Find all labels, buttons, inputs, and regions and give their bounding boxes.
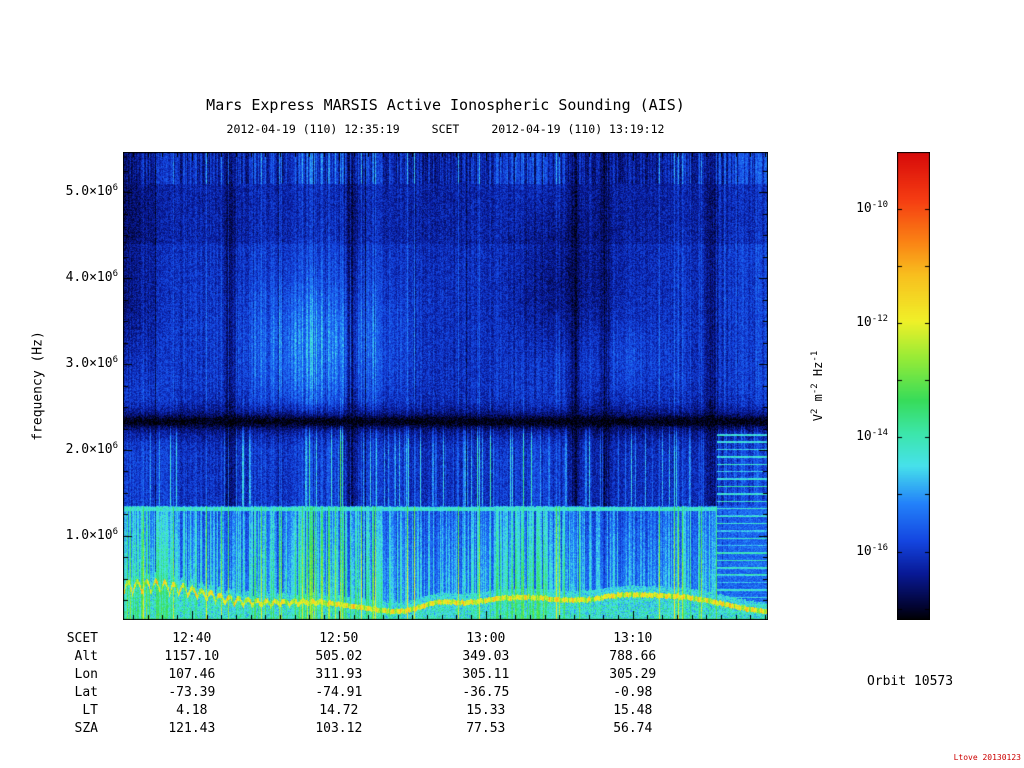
y-tick-label: 3.0×106 <box>65 355 118 372</box>
ephemeris-row-label-lon: Lon <box>74 667 98 682</box>
ephemeris-cell: 13:00 <box>466 631 506 646</box>
colorbar-axis-label: V2 m-2 Hz-1 <box>810 350 825 422</box>
ephemeris-cell: 15.48 <box>613 703 653 718</box>
ephemeris-cell: 311.93 <box>315 667 363 682</box>
ephemeris-cell: -36.75 <box>462 685 510 700</box>
colorbar-tick-label: 10-14 <box>856 428 888 445</box>
y-tick-label: 1.0×106 <box>65 526 118 543</box>
ephemeris-row-label-sza: SZA <box>74 721 98 736</box>
colorbar-tick-label: 10-16 <box>856 542 888 559</box>
ephemeris-cell: 77.53 <box>466 721 506 736</box>
orbit-label: Orbit 10573 <box>866 674 954 689</box>
ephemeris-cell: 15.33 <box>466 703 506 718</box>
ephemeris-cell: -74.91 <box>315 685 363 700</box>
ephemeris-row-label-alt: Alt <box>74 649 98 664</box>
ephemeris-cell: 4.18 <box>176 703 208 718</box>
ephemeris-cell: 12:40 <box>172 631 212 646</box>
ephemeris-cell: 349.03 <box>462 649 510 664</box>
scet-start-timestamp: 2012-04-19 (110) 12:35:19 <box>226 122 400 136</box>
ephemeris-cell: 56.74 <box>613 721 653 736</box>
colorbar-tick-label: 10-10 <box>856 200 888 217</box>
colorbar-canvas <box>897 152 930 620</box>
y-tick-label: 2.0×106 <box>65 440 118 457</box>
spectrogram-canvas <box>123 152 768 620</box>
scet-end-timestamp: 2012-04-19 (110) 13:19:12 <box>491 122 665 136</box>
y-tick-label: 5.0×106 <box>65 183 118 200</box>
ephemeris-row-label-lat: Lat <box>74 685 98 700</box>
scet-label: SCET <box>431 122 460 136</box>
ephemeris-cell: -0.98 <box>613 685 653 700</box>
y-axis-label: frequency (Hz) <box>30 331 46 441</box>
ephemeris-cell: -73.39 <box>168 685 216 700</box>
ephemeris-cell: 103.12 <box>315 721 363 736</box>
watermark: Ltove 20130123 <box>953 753 1021 762</box>
ephemeris-row-label-lt: LT <box>82 703 98 718</box>
ephemeris-row-label-scet: SCET <box>66 631 98 646</box>
ephemeris-cell: 12:50 <box>319 631 359 646</box>
ephemeris-cell: 121.43 <box>168 721 216 736</box>
colorbar-tick-label: 10-12 <box>856 314 888 331</box>
ephemeris-cell: 107.46 <box>168 667 216 682</box>
ephemeris-cell: 14.72 <box>319 703 359 718</box>
chart-title: Mars Express MARSIS Active Ionospheric S… <box>206 96 685 114</box>
chart-subtitle: 2012-04-19 (110) 12:35:19 SCET 2012-04-1… <box>63 122 828 136</box>
ephemeris-cell: 13:10 <box>613 631 653 646</box>
ephemeris-cell: 305.11 <box>462 667 510 682</box>
y-tick-label: 4.0×106 <box>65 269 118 286</box>
ephemeris-cell: 305.29 <box>609 667 657 682</box>
ephemeris-cell: 505.02 <box>315 649 363 664</box>
ephemeris-cell: 1157.10 <box>164 649 220 664</box>
ephemeris-cell: 788.66 <box>609 649 657 664</box>
